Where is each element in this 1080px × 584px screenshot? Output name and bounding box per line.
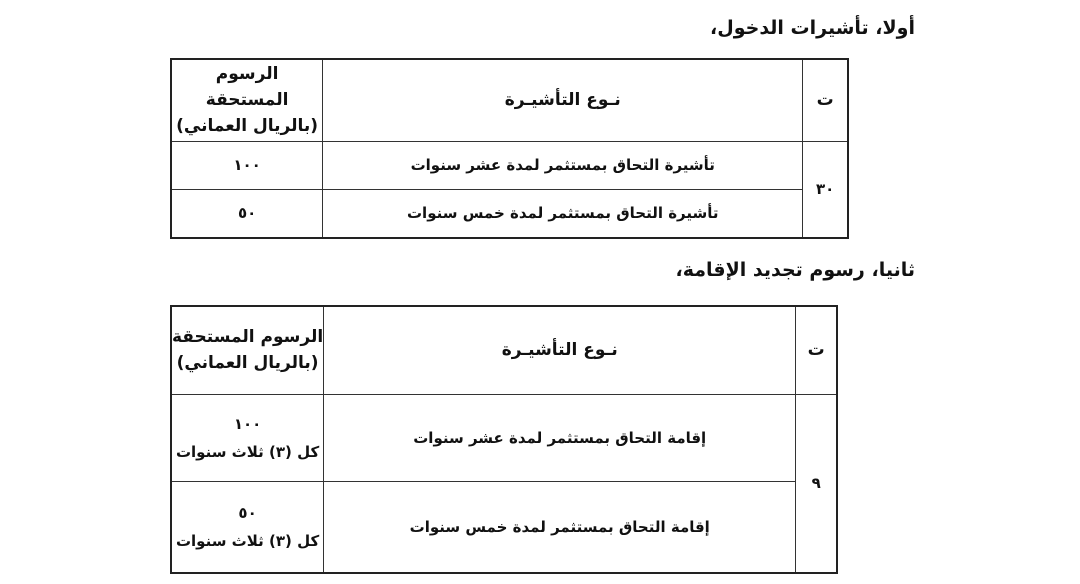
residence-renewal-table: ت نـوع التأشيـرة الرسوم المستحقة (بالريا…: [170, 305, 838, 574]
table-row: ٩ إقامة التحاق بمستثمر لمدة عشر سنوات ١٠…: [170, 393, 838, 574]
entry-visa-table: ت نـوع التأشيـرة الرسوم المستحقة (بالريا…: [170, 58, 849, 239]
header-num: ت: [795, 305, 838, 395]
row-number: ٩: [795, 393, 838, 574]
residence-type: إقامة التحاق بمستثمر لمدة خمس سنوات: [323, 480, 797, 574]
fee-cell: ٥٠ كل (٣) ثلاث سنوات: [170, 480, 325, 574]
row-number: ٣٠: [802, 140, 849, 239]
visa-type: تأشيرة التحاق بمستثمر لمدة خمس سنوات: [322, 188, 804, 239]
fee-note: كل (٣) ثلاث سنوات: [175, 531, 320, 550]
fee: ٥٠: [170, 188, 324, 239]
header-fee-line2: (بالريال العماني): [176, 353, 319, 374]
header-fee-line1: الرسوم المستحقة: [171, 327, 324, 348]
header-type: نـوع التأشيـرة: [322, 58, 804, 142]
table-row: إقامة التحاق بمستثمر لمدة خمس سنوات ٥٠ ك…: [170, 480, 837, 574]
fee: ١٠٠: [233, 414, 262, 433]
section2-heading: ثانيا، رسوم تجديد الإقامة،: [675, 259, 915, 281]
table-row: تأشيرة التحاق بمستثمر لمدة خمس سنوات ٥٠: [170, 188, 848, 239]
header-fee: الرسوم المستحقة (بالريال العماني): [170, 58, 324, 142]
header-fee-line1: الرسوم المستحقة: [205, 64, 289, 111]
fee-cell: ١٠٠ كل (٣) ثلاث سنوات: [170, 393, 325, 482]
header-type: نـوع التأشيـرة: [323, 305, 797, 395]
residence-type: إقامة التحاق بمستثمر لمدة عشر سنوات: [323, 393, 797, 482]
fee: ١٠٠: [170, 140, 324, 190]
section1-heading: أولا، تأشيرات الدخول،: [710, 17, 915, 39]
fee: ٥٠: [238, 503, 257, 522]
fee-note: كل (٣) ثلاث سنوات: [175, 442, 320, 461]
visa-type: تأشيرة التحاق بمستثمر لمدة عشر سنوات: [322, 140, 804, 190]
header-fee-line2: (بالريال العماني): [176, 116, 319, 137]
table-row: ٣٠ تأشيرة التحاق بمستثمر لمدة عشر سنوات …: [170, 140, 849, 239]
table-header-row: ت نـوع التأشيـرة الرسوم المستحقة (بالريا…: [170, 58, 849, 142]
header-fee: الرسوم المستحقة (بالريال العماني): [170, 305, 325, 395]
header-num: ت: [802, 58, 849, 142]
table-header-row: ت نـوع التأشيـرة الرسوم المستحقة (بالريا…: [170, 305, 838, 395]
